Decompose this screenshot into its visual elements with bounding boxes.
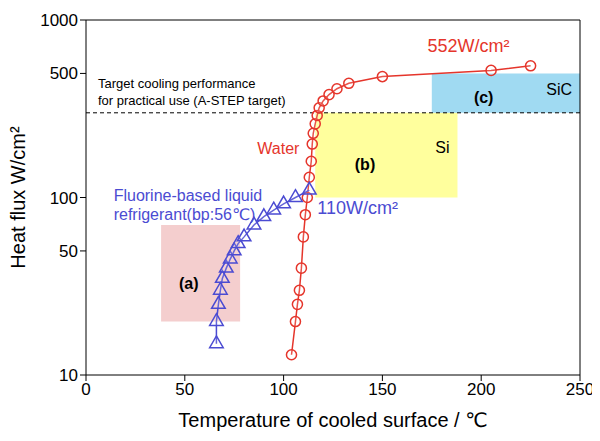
svg-text:1000: 1000 (40, 11, 78, 30)
svg-text:552W/cm²: 552W/cm² (428, 36, 510, 56)
svg-text:Heat flux W/cm²: Heat flux W/cm² (8, 126, 29, 269)
svg-text:(a): (a) (179, 275, 199, 292)
svg-text:250: 250 (566, 380, 592, 399)
svg-text:Fluorine-based liquid: Fluorine-based liquid (114, 187, 263, 204)
svg-text:(b): (b) (355, 156, 375, 173)
svg-text:50: 50 (175, 380, 194, 399)
svg-text:200: 200 (467, 380, 495, 399)
svg-text:SiC: SiC (546, 81, 572, 98)
svg-text:Temperature of cooled surface: Temperature of cooled surface / ℃ (178, 409, 487, 431)
svg-text:refrigerant(bp:56℃): refrigerant(bp:56℃) (114, 206, 256, 223)
svg-text:Si: Si (435, 139, 449, 156)
svg-text:100: 100 (269, 380, 297, 399)
svg-text:100: 100 (50, 189, 78, 208)
svg-text:150: 150 (368, 380, 396, 399)
svg-text:110W/cm²: 110W/cm² (317, 198, 398, 218)
svg-text:0: 0 (81, 380, 90, 399)
svg-text:10: 10 (59, 366, 78, 385)
svg-text:for practical use (A-STEP targ: for practical use (A-STEP target) (98, 93, 286, 108)
svg-text:Target cooling performance: Target cooling performance (98, 76, 256, 91)
svg-text:50: 50 (59, 242, 78, 261)
svg-text:Water: Water (257, 140, 300, 157)
svg-text:(c): (c) (474, 89, 494, 106)
svg-text:500: 500 (50, 64, 78, 83)
